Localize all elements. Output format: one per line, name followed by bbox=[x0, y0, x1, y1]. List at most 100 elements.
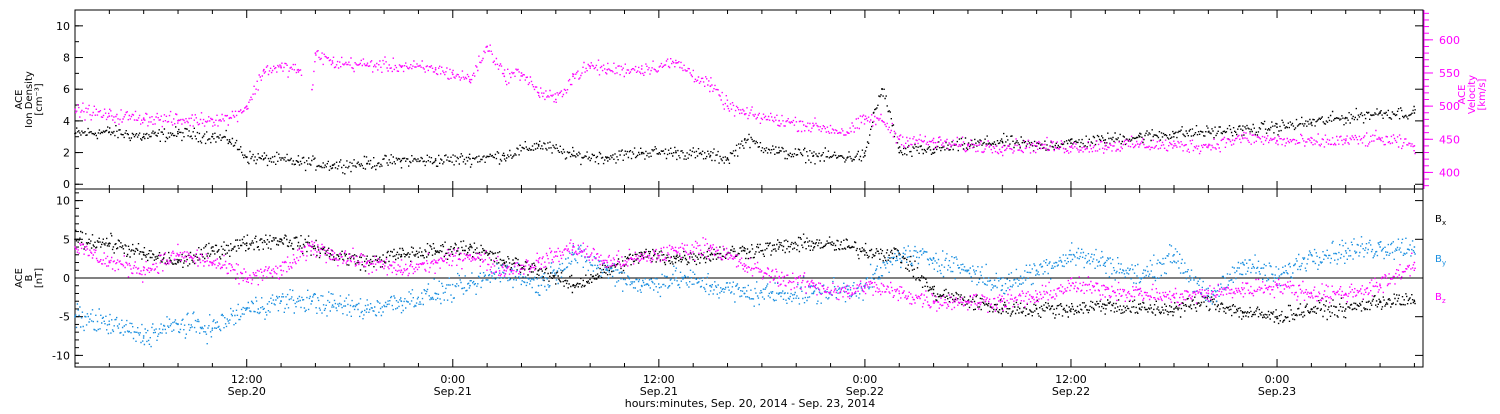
velocity-data-point bbox=[1276, 139, 1278, 142]
velocity-data-point bbox=[1344, 139, 1347, 142]
velocity-data-point bbox=[640, 68, 643, 70]
bz-data-point bbox=[1241, 288, 1244, 291]
bx-points bbox=[75, 229, 1416, 325]
bz-data-point bbox=[1310, 292, 1313, 295]
top-panel-frame bbox=[74, 9, 1424, 190]
bx-data-point bbox=[1413, 300, 1416, 303]
bx-data-point bbox=[675, 257, 677, 260]
density-axis-label: [cm⁻³] bbox=[34, 83, 45, 115]
bz-data-point bbox=[211, 261, 214, 264]
density-data-point bbox=[864, 154, 866, 157]
velocity-data-point bbox=[1138, 143, 1141, 146]
bx-data-point bbox=[812, 242, 815, 245]
time-tick-label: 12:00 bbox=[643, 373, 675, 386]
by-series bbox=[74, 236, 1416, 348]
bz-data-point bbox=[1344, 292, 1347, 295]
bx-data-point bbox=[1001, 308, 1004, 310]
legend-sub-bx: x bbox=[1442, 219, 1446, 227]
velocity-data-point bbox=[932, 141, 935, 144]
velocity-data-point bbox=[1241, 137, 1244, 139]
bz-data-point bbox=[1413, 261, 1416, 264]
velocity-data-point bbox=[1035, 145, 1038, 147]
density-data-point bbox=[331, 164, 334, 167]
velocity-data-point bbox=[537, 92, 540, 94]
velocity-tick-label: 450 bbox=[1439, 133, 1460, 146]
bz-data-point bbox=[898, 292, 901, 295]
by-data-point bbox=[1035, 269, 1038, 272]
date-tick-label: Sep.20 bbox=[228, 385, 266, 398]
by-points bbox=[75, 236, 1416, 348]
bz-points bbox=[75, 237, 1416, 313]
by-data-point bbox=[1310, 253, 1313, 256]
velocity-data-point bbox=[726, 105, 729, 107]
bz-data-point bbox=[434, 261, 437, 264]
by-data-point bbox=[469, 284, 471, 287]
by-data-point bbox=[1276, 277, 1278, 279]
by-data-point bbox=[142, 335, 145, 337]
velocity-axis-label: Velocity bbox=[1467, 75, 1478, 114]
density-data-point bbox=[74, 132, 76, 135]
by-data-point bbox=[245, 308, 248, 310]
velocity-data-point bbox=[1001, 146, 1004, 149]
bz-data-point bbox=[1001, 300, 1004, 303]
density-tick-label: 2 bbox=[63, 147, 70, 160]
velocity-tick-label: 400 bbox=[1439, 166, 1460, 179]
velocity-data-point bbox=[280, 66, 282, 69]
by-data-point bbox=[572, 253, 574, 256]
by-data-point bbox=[177, 323, 179, 326]
density-data-point bbox=[263, 158, 265, 160]
velocity-data-point bbox=[554, 98, 557, 101]
velocity-data-point bbox=[211, 118, 214, 121]
density-data-point bbox=[228, 139, 231, 141]
bx-data-point bbox=[864, 250, 866, 252]
density-data-point bbox=[434, 159, 437, 162]
density-data-point bbox=[1241, 129, 1244, 132]
velocity-tick-label: 550 bbox=[1439, 67, 1460, 80]
bz-data-point bbox=[245, 277, 248, 279]
date-tick-label: Sep.21 bbox=[640, 385, 678, 398]
density-data-point bbox=[1001, 140, 1004, 143]
density-data-point bbox=[743, 139, 746, 141]
by-data-point bbox=[537, 284, 540, 287]
bz-data-point bbox=[606, 261, 609, 264]
field-axis-label: [nT] bbox=[34, 268, 45, 288]
legend-entry-bx: B bbox=[1435, 214, 1442, 225]
by-data-point bbox=[1104, 261, 1107, 264]
density-axis-label: Ion Density bbox=[24, 71, 35, 128]
density-axis-label: ACE bbox=[14, 90, 25, 110]
by-data-point bbox=[1070, 253, 1072, 256]
density-data-point bbox=[142, 135, 145, 138]
density-tick-label: 10 bbox=[56, 20, 70, 33]
by-data-point bbox=[709, 284, 712, 287]
bz-data-point bbox=[1207, 292, 1210, 295]
legend-entry-by: B bbox=[1435, 254, 1442, 265]
legend-entry-bz: B bbox=[1435, 292, 1442, 303]
velocity-data-point bbox=[709, 85, 712, 88]
density-data-point bbox=[366, 162, 368, 165]
bx-data-point bbox=[537, 269, 540, 272]
density-data-point bbox=[881, 88, 883, 91]
by-data-point bbox=[846, 288, 849, 291]
bx-data-point bbox=[108, 242, 111, 245]
bx-data-point bbox=[503, 261, 506, 264]
velocity-data-point bbox=[74, 108, 76, 111]
density-data-point bbox=[1070, 142, 1072, 145]
bz-data-point bbox=[366, 261, 368, 264]
bz-data-point bbox=[469, 253, 471, 256]
time-tick-label: 0:00 bbox=[440, 373, 465, 386]
bx-data-point bbox=[1310, 308, 1313, 310]
bz-data-point bbox=[967, 300, 969, 303]
by-data-point bbox=[898, 253, 901, 256]
velocity-data-point bbox=[967, 145, 969, 147]
date-tick-label: Sep.23 bbox=[1258, 385, 1296, 398]
density-data-point bbox=[726, 158, 729, 160]
date-tick-label: Sep.22 bbox=[1052, 385, 1090, 398]
bx-data-point bbox=[846, 246, 849, 248]
by-data-point bbox=[211, 327, 214, 330]
velocity-data-point bbox=[520, 72, 523, 74]
bx-data-point bbox=[280, 238, 282, 241]
